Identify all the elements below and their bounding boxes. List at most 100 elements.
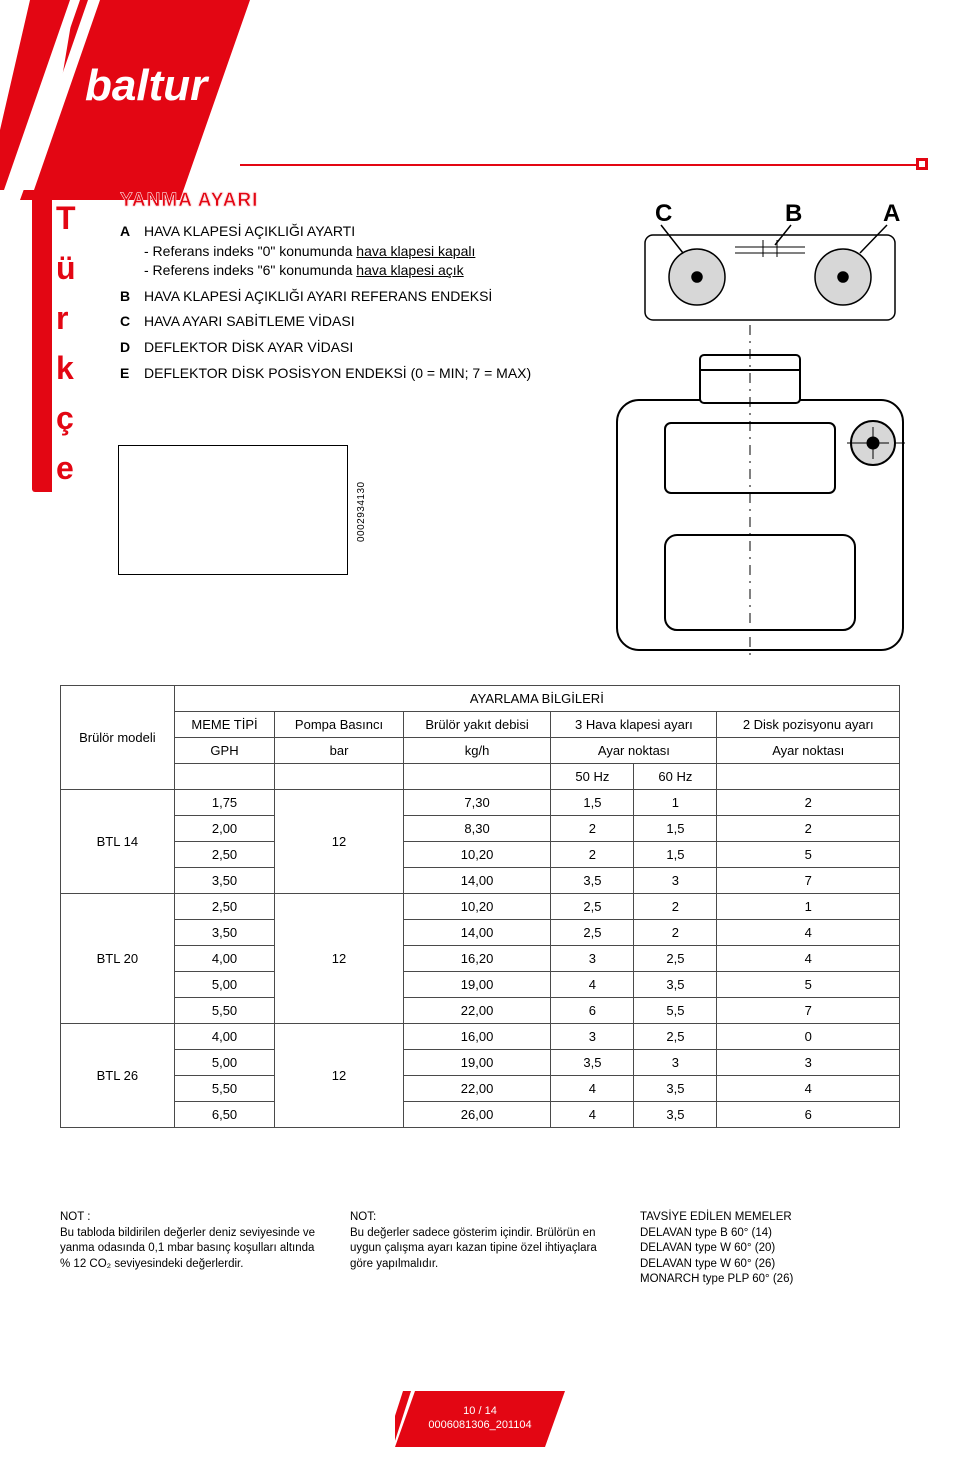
cell-disk: 0: [717, 1024, 900, 1050]
note-left: NOT : Bu tabloda bildirilen değerler den…: [60, 1210, 320, 1288]
cell-60hz: 3: [634, 1050, 717, 1076]
table-row: 3,5014,002,524: [61, 920, 900, 946]
table-row: 5,0019,0043,55: [61, 972, 900, 998]
cell-60hz: 2,5: [634, 946, 717, 972]
note-right-l1: DELAVAN type B 60° (14): [640, 1227, 772, 1239]
lang-letter: e: [56, 452, 76, 484]
cell-model: BTL 14: [61, 790, 175, 894]
device-figure: C B A AIR 0 1 2 3 4 5 6: [605, 195, 915, 665]
cell-60hz: 3,5: [634, 1076, 717, 1102]
section-title: YANMA AYARI: [120, 190, 640, 212]
hdr-meme: MEME TİPİ: [174, 712, 275, 738]
language-tab: T ü r k ç e: [32, 192, 104, 492]
cell-kgh: 7,30: [403, 790, 551, 816]
cell-gph: 2,50: [174, 894, 275, 920]
cell-60hz: 1,5: [634, 816, 717, 842]
cell-kgh: 16,00: [403, 1024, 551, 1050]
brand-text: baltur: [85, 61, 210, 110]
cell-disk: 4: [717, 946, 900, 972]
cell-disk: 1: [717, 894, 900, 920]
note-right-label: TAVSİYE EDİLEN MEMELER: [640, 1210, 900, 1226]
footer-page: 10 / 14: [463, 1405, 497, 1419]
cell-50hz: 2: [551, 816, 634, 842]
cell-kgh: 16,20: [403, 946, 551, 972]
cell-disk: 5: [717, 972, 900, 998]
table-row: BTL 202,501210,202,521: [61, 894, 900, 920]
cell-kgh: 22,00: [403, 998, 551, 1024]
svg-text:0 1 2 3 4 5 6: 0 1 2 3 4 5 6: [743, 305, 793, 315]
hdr-ayar2: Ayar noktası: [717, 738, 900, 764]
cell-gph: 5,00: [174, 972, 275, 998]
cell-gph: 5,50: [174, 998, 275, 1024]
cell-60hz: 2: [634, 920, 717, 946]
cell-kgh: 19,00: [403, 972, 551, 998]
cell-gph: 2,50: [174, 842, 275, 868]
cell-disk: 7: [717, 868, 900, 894]
header-end-marker: [916, 158, 928, 170]
cell-kgh: 8,30: [403, 816, 551, 842]
table-row: BTL 141,75127,301,512: [61, 790, 900, 816]
cell-gph: 6,50: [174, 1102, 275, 1128]
placeholder-box: [118, 445, 348, 575]
cell-gph: 5,00: [174, 1050, 275, 1076]
hdr-hava: 3 Hava klapesi ayarı: [551, 712, 717, 738]
legend-a-title: HAVA KLAPESİ AÇIKLIĞI AYARTI: [144, 223, 355, 239]
table-row: 2,008,3021,52: [61, 816, 900, 842]
footer-doc: 0006081306_201104: [428, 1419, 531, 1433]
cell-gph: 1,75: [174, 790, 275, 816]
hdr-title: AYARLAMA BİLGİLERİ: [174, 686, 899, 712]
cell-bar: 12: [275, 894, 403, 1024]
fig-label-b: B: [785, 200, 802, 227]
note-mid-label: NOT:: [350, 1210, 610, 1226]
table-row: 6,5026,0043,56: [61, 1102, 900, 1128]
table-row: 5,5022,0065,57: [61, 998, 900, 1024]
cell-50hz: 2,5: [551, 920, 634, 946]
cell-50hz: 3,5: [551, 1050, 634, 1076]
cell-disk: 6: [717, 1102, 900, 1128]
note-mid-text: Bu değerler sadece gösterim içindir. Brü…: [350, 1227, 597, 1270]
hdr-kgh: kg/h: [403, 738, 551, 764]
lang-letter: ü: [56, 252, 76, 284]
cell-kgh: 14,00: [403, 868, 551, 894]
table-row: 4,0016,2032,54: [61, 946, 900, 972]
lang-letter: r: [56, 302, 76, 334]
vertical-code: 0002934130: [356, 481, 367, 542]
lang-letter: k: [56, 352, 76, 384]
cell-60hz: 3: [634, 868, 717, 894]
cell-50hz: 1,5: [551, 790, 634, 816]
legend-item-d: D DEFLEKTOR DİSK AYAR VİDASI: [120, 338, 640, 358]
cell-disk: 3: [717, 1050, 900, 1076]
cell-disk: 7: [717, 998, 900, 1024]
hdr-60hz: 60 Hz: [634, 764, 717, 790]
legend-block: YANMA AYARI A HAVA KLAPESİ AÇIKLIĞI AYAR…: [120, 190, 640, 389]
cell-60hz: 5,5: [634, 998, 717, 1024]
fig-label-a: A: [883, 200, 900, 227]
cell-60hz: 3,5: [634, 972, 717, 998]
cell-model: BTL 20: [61, 894, 175, 1024]
legend-item-b: B HAVA KLAPESİ AÇIKLIĞI AYARI REFERANS E…: [120, 287, 640, 307]
hdr-gph: GPH: [174, 738, 275, 764]
cell-50hz: 3: [551, 1024, 634, 1050]
note-mid: NOT: Bu değerler sadece gösterim içindir…: [350, 1210, 610, 1288]
note-left-text: Bu tabloda bildirilen değerler deniz sev…: [60, 1227, 315, 1270]
cell-gph: 4,00: [174, 946, 275, 972]
cell-60hz: 1,5: [634, 842, 717, 868]
table-row: BTL 264,001216,0032,50: [61, 1024, 900, 1050]
cell-gph: 2,00: [174, 816, 275, 842]
cell-kgh: 26,00: [403, 1102, 551, 1128]
hdr-ayar: Ayar noktası: [551, 738, 717, 764]
top-banner: baltur: [0, 0, 960, 170]
cell-50hz: 3,5: [551, 868, 634, 894]
hdr-debi: Brülör yakıt debisi: [403, 712, 551, 738]
cell-60hz: 3,5: [634, 1102, 717, 1128]
note-left-label: NOT :: [60, 1210, 320, 1226]
cell-kgh: 10,20: [403, 894, 551, 920]
cell-50hz: 4: [551, 1076, 634, 1102]
legend-item-a: A HAVA KLAPESİ AÇIKLIĞI AYARTI - Referan…: [120, 222, 640, 281]
cell-kgh: 10,20: [403, 842, 551, 868]
note-right-l3: DELAVAN type W 60° (26): [640, 1258, 775, 1270]
cell-kgh: 22,00: [403, 1076, 551, 1102]
hdr-pompa: Pompa Basıncı: [275, 712, 403, 738]
legend-b-text: HAVA KLAPESİ AÇIKLIĞI AYARI REFERANS END…: [144, 287, 640, 307]
cell-gph: 3,50: [174, 868, 275, 894]
